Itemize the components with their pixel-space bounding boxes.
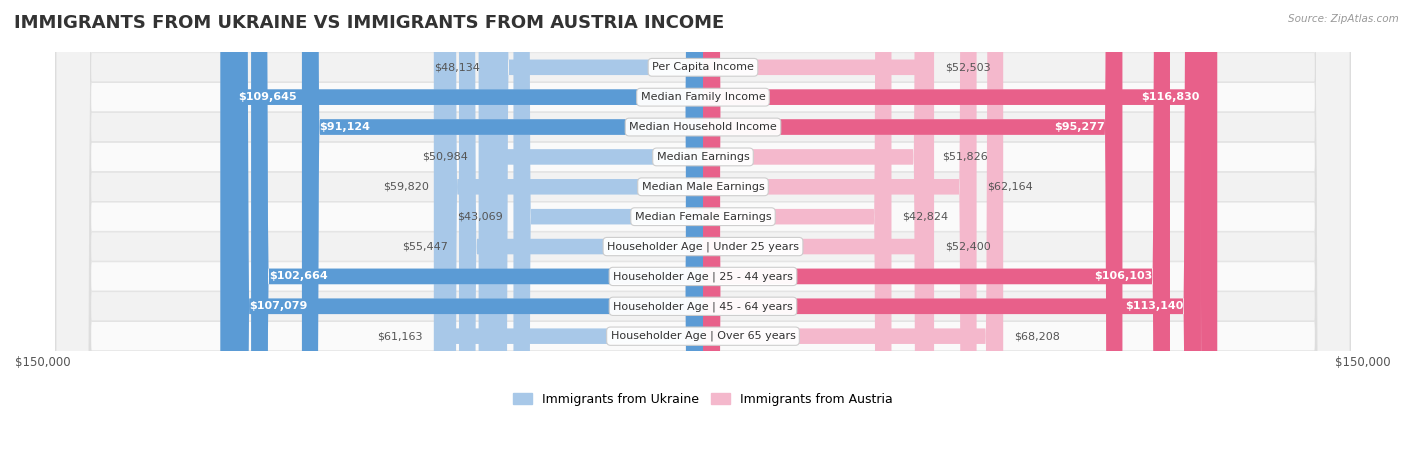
FancyBboxPatch shape xyxy=(56,0,1350,467)
Text: Median Female Earnings: Median Female Earnings xyxy=(634,212,772,222)
FancyBboxPatch shape xyxy=(56,0,1350,467)
Text: Householder Age | Over 65 years: Householder Age | Over 65 years xyxy=(610,331,796,341)
Text: Median Household Income: Median Household Income xyxy=(628,122,778,132)
FancyBboxPatch shape xyxy=(458,0,703,467)
FancyBboxPatch shape xyxy=(56,0,1350,467)
Text: $106,103: $106,103 xyxy=(1094,271,1153,282)
Text: $68,208: $68,208 xyxy=(1014,331,1060,341)
FancyBboxPatch shape xyxy=(56,0,1350,467)
FancyBboxPatch shape xyxy=(434,0,703,467)
Text: $50,984: $50,984 xyxy=(422,152,468,162)
FancyBboxPatch shape xyxy=(221,0,703,467)
FancyBboxPatch shape xyxy=(703,0,931,467)
Text: IMMIGRANTS FROM UKRAINE VS IMMIGRANTS FROM AUSTRIA INCOME: IMMIGRANTS FROM UKRAINE VS IMMIGRANTS FR… xyxy=(14,14,724,32)
FancyBboxPatch shape xyxy=(56,0,1350,467)
FancyBboxPatch shape xyxy=(703,0,1122,467)
Text: $61,163: $61,163 xyxy=(377,331,423,341)
FancyBboxPatch shape xyxy=(513,0,703,467)
Text: $51,826: $51,826 xyxy=(942,152,988,162)
FancyBboxPatch shape xyxy=(252,0,703,467)
Text: Householder Age | 25 - 44 years: Householder Age | 25 - 44 years xyxy=(613,271,793,282)
FancyBboxPatch shape xyxy=(703,0,1218,467)
FancyBboxPatch shape xyxy=(703,0,1218,467)
FancyBboxPatch shape xyxy=(703,0,1201,467)
Text: $42,824: $42,824 xyxy=(903,212,949,222)
Text: Per Capita Income: Per Capita Income xyxy=(652,62,754,72)
FancyBboxPatch shape xyxy=(252,0,703,467)
FancyBboxPatch shape xyxy=(302,0,703,467)
FancyBboxPatch shape xyxy=(232,0,703,467)
FancyBboxPatch shape xyxy=(478,0,703,467)
Text: Median Family Income: Median Family Income xyxy=(641,92,765,102)
FancyBboxPatch shape xyxy=(440,0,703,467)
Text: $109,645: $109,645 xyxy=(238,92,297,102)
FancyBboxPatch shape xyxy=(703,0,891,467)
Text: $116,830: $116,830 xyxy=(1142,92,1199,102)
Legend: Immigrants from Ukraine, Immigrants from Austria: Immigrants from Ukraine, Immigrants from… xyxy=(508,388,898,410)
FancyBboxPatch shape xyxy=(703,0,934,467)
FancyBboxPatch shape xyxy=(232,0,703,467)
FancyBboxPatch shape xyxy=(703,0,934,467)
Text: $95,277: $95,277 xyxy=(1054,122,1105,132)
Text: Householder Age | 45 - 64 years: Householder Age | 45 - 64 years xyxy=(613,301,793,311)
FancyBboxPatch shape xyxy=(703,0,1004,467)
Text: Source: ZipAtlas.com: Source: ZipAtlas.com xyxy=(1288,14,1399,24)
Text: $59,820: $59,820 xyxy=(382,182,429,192)
FancyBboxPatch shape xyxy=(56,0,1350,467)
FancyBboxPatch shape xyxy=(703,0,977,467)
Text: $55,447: $55,447 xyxy=(402,241,449,252)
Text: $62,164: $62,164 xyxy=(987,182,1033,192)
Text: Median Earnings: Median Earnings xyxy=(657,152,749,162)
Text: Householder Age | Under 25 years: Householder Age | Under 25 years xyxy=(607,241,799,252)
FancyBboxPatch shape xyxy=(703,0,1201,467)
Text: $102,664: $102,664 xyxy=(269,271,328,282)
Text: $52,503: $52,503 xyxy=(945,62,991,72)
FancyBboxPatch shape xyxy=(302,0,703,467)
FancyBboxPatch shape xyxy=(221,0,703,467)
Text: $113,140: $113,140 xyxy=(1125,301,1184,311)
FancyBboxPatch shape xyxy=(56,0,1350,467)
FancyBboxPatch shape xyxy=(703,0,1170,467)
Text: Median Male Earnings: Median Male Earnings xyxy=(641,182,765,192)
FancyBboxPatch shape xyxy=(56,0,1350,467)
FancyBboxPatch shape xyxy=(56,0,1350,467)
FancyBboxPatch shape xyxy=(703,0,1122,467)
FancyBboxPatch shape xyxy=(491,0,703,467)
Text: $107,079: $107,079 xyxy=(249,301,308,311)
FancyBboxPatch shape xyxy=(56,0,1350,467)
Text: $43,069: $43,069 xyxy=(457,212,502,222)
FancyBboxPatch shape xyxy=(703,0,1170,467)
Text: $48,134: $48,134 xyxy=(434,62,479,72)
Text: $91,124: $91,124 xyxy=(319,122,371,132)
Text: $52,400: $52,400 xyxy=(945,241,990,252)
